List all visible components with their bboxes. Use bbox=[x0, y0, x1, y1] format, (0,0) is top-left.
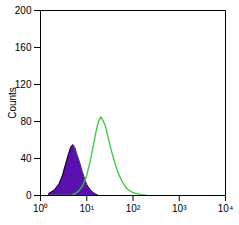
svg-text:10⁴: 10⁴ bbox=[218, 203, 233, 214]
svg-text:120: 120 bbox=[14, 78, 32, 90]
svg-text:40: 40 bbox=[20, 153, 32, 164]
svg-text:0: 0 bbox=[26, 190, 32, 201]
svg-text:160: 160 bbox=[15, 42, 32, 53]
svg-text:80: 80 bbox=[20, 116, 32, 127]
svg-text:200: 200 bbox=[15, 5, 32, 16]
svg-text:10⁰: 10⁰ bbox=[33, 203, 48, 214]
svg-text:Counts: Counts bbox=[7, 87, 18, 119]
svg-text:10²: 10² bbox=[126, 203, 141, 214]
svg-text:10³: 10³ bbox=[172, 203, 187, 214]
svg-text:10¹: 10¹ bbox=[80, 203, 95, 214]
